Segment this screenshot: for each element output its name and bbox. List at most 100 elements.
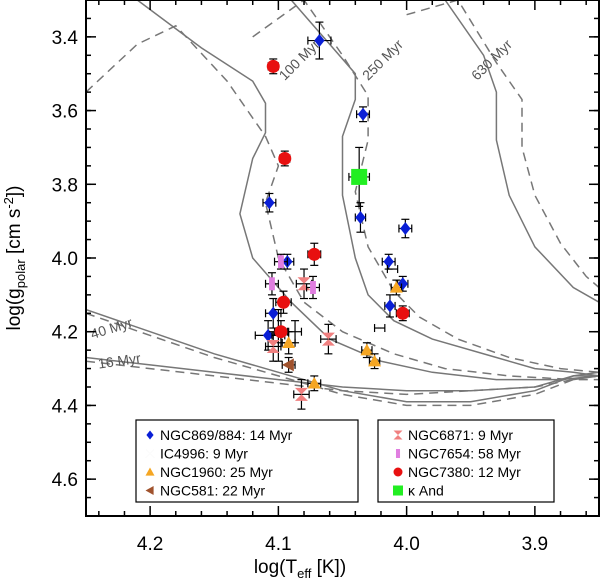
legend-marker-bowtie [145, 449, 155, 458]
isochrone-curves [86, 0, 600, 407]
marker-bowtie [288, 325, 302, 339]
y-tick-label: 3.8 [52, 175, 78, 196]
legend-marker-square [393, 485, 403, 496]
marker-hourglass [294, 387, 308, 401]
marker-circle [278, 151, 292, 165]
legend-right-box [377, 419, 555, 503]
marker-diamond [314, 34, 325, 48]
data-point-ngc869-884 [262, 192, 277, 213]
isochrone-16-myr-solid [86, 356, 600, 392]
isochrone-250-myr-dashed [252, 0, 600, 374]
data-point-ic4996 [373, 321, 387, 335]
marker-hourglass [266, 339, 280, 353]
marker-triangle-left [282, 358, 294, 372]
x-tick-label: 4.1 [265, 534, 291, 555]
data-point-ngc869-884 [354, 202, 367, 233]
isochrone-label: 16 Myr [97, 350, 142, 372]
data-point-ngc7380 [273, 320, 288, 344]
isochrone-label: 250 Myr [359, 36, 406, 83]
legend-marker-triangle-up [145, 467, 155, 476]
data-point-ngc7380 [395, 305, 410, 322]
marker-diamond [268, 306, 279, 320]
y-tick-label: 3.6 [52, 102, 78, 123]
legend-left: NGC869/884: 14 Myr IC4996: 9 Myr NGC1960: … [135, 419, 359, 503]
series-ngc7654 [264, 253, 321, 300]
x-tick-label: 3.9 [522, 534, 548, 555]
series-ngc7380 [266, 58, 410, 344]
marker-diamond [400, 222, 411, 236]
y-tick-label: 3.4 [52, 28, 79, 49]
marker-circle [277, 295, 291, 309]
x-tick-label: 4.0 [393, 534, 419, 555]
isochrone-630-myr-solid [444, 0, 600, 303]
data-point-ic4996 [386, 262, 400, 276]
marker-triangle-up [307, 376, 321, 389]
x-tick-label: 4.2 [137, 534, 163, 555]
legend-item: NGC7380: 12 Myr [393, 464, 521, 480]
legend-marker-triangle-left [145, 486, 154, 495]
legend-label: NGC6871: 9 Myr [408, 427, 513, 443]
marker-circle [396, 306, 410, 320]
marker-bar [269, 277, 275, 291]
x-axis-title: log(Teff [K]) [254, 557, 346, 581]
isochrone-40-myr-solid [86, 308, 599, 403]
marker-diamond [264, 196, 275, 210]
legend-label: NGC1960: 25 Myr [160, 464, 273, 480]
data-point-ngc1960 [360, 342, 374, 359]
data-point-ngc869-884 [356, 106, 371, 123]
data-point-ngc7380 [275, 290, 292, 314]
marker-hourglass [321, 332, 335, 346]
y-tick-label: 4.2 [52, 323, 78, 344]
data-point-ngc6871 [264, 331, 282, 362]
legend-item: NGC7654: 58 Myr [395, 446, 521, 462]
series--and [348, 146, 371, 207]
data-point-ngc1960 [368, 353, 382, 370]
y-tick-label: 4.4 [52, 396, 79, 417]
data-point-ngc7654 [305, 275, 321, 300]
legend-marker-circle [393, 467, 403, 477]
data-point-ngc1960 [307, 375, 322, 392]
legend-item: NGC869/884: 14 Myr [146, 427, 293, 443]
data-point--and [348, 146, 371, 207]
data-point-ngc869-884 [307, 21, 332, 60]
isochrone-250-myr-solid [290, 0, 600, 377]
legend-item: NGC1960: 25 Myr [145, 464, 273, 480]
isochrone-100-myr-solid [136, 0, 600, 381]
marker-circle [266, 59, 280, 73]
series-ngc6871 [264, 268, 337, 410]
marker-diamond [357, 107, 369, 121]
legend-item: IC4996: 9 Myr [145, 446, 248, 462]
marker-diamond [355, 210, 366, 224]
marker-triangle-up [368, 354, 382, 367]
legend-label: NGC581: 22 Myr [160, 483, 265, 499]
data-point-ngc1960 [389, 279, 403, 296]
isochrone-630-myr-dashed [406, 0, 600, 289]
marker-square [351, 168, 368, 185]
series-ngc581 [281, 356, 296, 373]
axis-ticks: 4.2 4.1 4.0 3.9 3.4 3.6 3.8 4.0 4.2 4.4 4.6 [52, 0, 599, 555]
legend-marker-diamond [146, 430, 154, 440]
y-axis-title: log(gpolar [cm s-2]) [1, 185, 28, 330]
data-point-ngc869-884 [384, 294, 396, 318]
data-points [254, 21, 413, 410]
legend-left-box [135, 419, 359, 503]
data-point-ngc869-884 [398, 218, 413, 239]
legend-label: NGC7654: 58 Myr [408, 446, 521, 462]
data-point-ngc7654 [273, 253, 288, 270]
marker-bowtie [386, 262, 400, 276]
legend-item: NGC6871: 9 Myr [393, 427, 513, 443]
legend-label: κ And [408, 483, 444, 499]
data-point-ngc869-884 [381, 253, 396, 270]
marker-triangle-up [360, 343, 374, 356]
legend-label: NGC7380: 12 Myr [408, 464, 521, 480]
legend-right: NGC6871: 9 Myr NGC7654: 58 Myr NGC7380: 12… [377, 419, 555, 503]
y-tick-label: 4.0 [52, 249, 78, 270]
marker-circle [307, 247, 321, 261]
data-point-ngc581 [281, 356, 296, 373]
legend-label: NGC869/884: 14 Myr [160, 427, 293, 443]
marker-bar [278, 255, 284, 269]
legend-item: NGC581: 22 Myr [145, 483, 265, 499]
data-point-ngc6871 [293, 379, 310, 410]
